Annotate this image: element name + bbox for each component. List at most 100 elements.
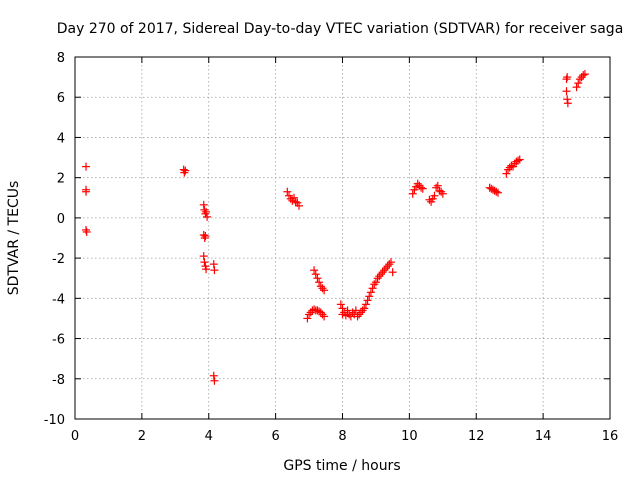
x-tick-label: 10 — [401, 429, 418, 444]
data-point — [563, 99, 572, 108]
data-point — [504, 165, 513, 174]
x-tick-label: 0 — [71, 429, 79, 444]
axis-ticks — [74, 56, 611, 420]
data-point — [378, 268, 387, 277]
y-tick-labels: -10 -8 -6 -4 -2 0 2 4 6 8 — [44, 51, 65, 428]
data-point — [202, 265, 211, 274]
data-point — [199, 200, 208, 209]
data-point — [320, 286, 329, 295]
x-tick-label: 4 — [205, 429, 213, 444]
data-point — [375, 272, 384, 281]
data-point — [82, 225, 91, 234]
data-point — [360, 304, 369, 313]
data-point — [203, 212, 212, 221]
x-tick-label: 16 — [602, 429, 619, 444]
data-point — [180, 168, 189, 177]
data-point — [311, 270, 320, 279]
data-point — [320, 312, 329, 321]
data-point — [201, 231, 210, 240]
data-point — [310, 305, 319, 314]
data-point — [381, 264, 390, 273]
data-point — [210, 376, 219, 385]
y-tick-label: 2 — [57, 172, 65, 187]
data-point — [388, 268, 397, 277]
data-point — [366, 288, 375, 297]
data-point — [488, 185, 497, 194]
data-point — [574, 79, 583, 88]
data-point — [368, 284, 377, 293]
data-point — [295, 201, 304, 210]
data-point — [305, 310, 314, 319]
data-point — [383, 262, 392, 271]
x-tick-labels: 0 2 4 6 8 10 12 14 16 — [71, 429, 618, 444]
data-point — [209, 371, 218, 380]
data-point — [437, 187, 446, 196]
data-point — [430, 191, 439, 200]
grid-lines — [75, 57, 610, 419]
x-tick-label: 12 — [468, 429, 485, 444]
data-point — [318, 310, 327, 319]
data-point — [351, 306, 360, 315]
data-point — [343, 306, 352, 315]
data-point — [303, 314, 312, 323]
chart-title: Day 270 of 2017, Sidereal Day-to-day VTE… — [57, 21, 624, 37]
data-point — [318, 284, 327, 293]
data-point — [563, 95, 572, 104]
data-point — [348, 308, 357, 317]
x-tick-label: 14 — [535, 429, 552, 444]
data-point — [376, 270, 385, 279]
data-point — [373, 274, 382, 283]
data-point — [579, 71, 588, 80]
x-tick-label: 6 — [271, 429, 279, 444]
data-point — [507, 161, 516, 170]
data-point — [492, 187, 501, 196]
data-point — [200, 234, 209, 242]
data-point — [562, 75, 571, 84]
y-tick-label: -10 — [44, 413, 65, 428]
y-tick-label: 0 — [57, 212, 65, 227]
data-point — [370, 280, 379, 289]
y-axis-label: SDTVAR / TECUs — [6, 181, 22, 296]
data-point — [310, 266, 319, 275]
data-point — [505, 163, 514, 172]
data-points — [82, 70, 589, 385]
data-point — [356, 308, 365, 317]
data-point — [313, 274, 322, 283]
data-point — [209, 260, 218, 269]
data-point — [572, 83, 581, 92]
data-point — [336, 300, 345, 309]
data-point — [487, 184, 496, 193]
y-tick-label: -8 — [52, 373, 65, 388]
data-point — [563, 73, 572, 82]
data-point — [361, 300, 370, 309]
data-point — [365, 292, 374, 301]
y-tick-label: 8 — [57, 51, 65, 66]
data-point — [82, 162, 91, 171]
data-point — [408, 189, 417, 198]
data-point — [562, 87, 571, 96]
data-point — [502, 169, 511, 178]
data-point — [380, 266, 389, 275]
data-point — [286, 194, 295, 203]
data-point — [512, 157, 521, 166]
data-point — [515, 155, 524, 164]
data-point — [346, 312, 355, 321]
data-point — [418, 184, 427, 193]
data-point — [385, 260, 394, 269]
data-point — [580, 70, 589, 79]
data-point — [575, 75, 584, 84]
y-tick-label: 4 — [57, 131, 65, 146]
data-point — [413, 179, 422, 188]
data-point — [210, 266, 219, 275]
data-point — [315, 278, 324, 287]
x-tick-label: 8 — [338, 429, 346, 444]
data-point — [316, 308, 325, 317]
y-tick-label: -4 — [52, 292, 65, 307]
data-point — [355, 310, 364, 319]
data-point — [353, 312, 362, 321]
data-point — [200, 205, 209, 214]
data-point — [371, 278, 380, 287]
data-point — [490, 186, 499, 195]
y-tick-label: -2 — [52, 252, 65, 267]
